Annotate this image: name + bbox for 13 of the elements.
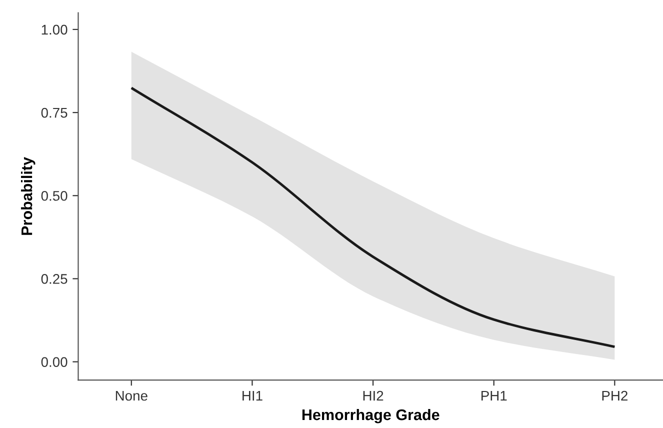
x-tick-label: PH1 bbox=[481, 390, 507, 401]
y-tick-label: 0.25 bbox=[41, 274, 68, 284]
x-tick-label: HI2 bbox=[363, 390, 384, 401]
y-tick-label: 0.50 bbox=[41, 190, 68, 201]
line-series bbox=[130, 86, 616, 348]
y-tick-label: 0.00 bbox=[41, 357, 68, 367]
x-axis-title: Hemorrhage Grade bbox=[302, 408, 440, 424]
y-tick-label: 0.75 bbox=[41, 108, 68, 118]
y-axis-title: Probability bbox=[20, 157, 36, 235]
x-tick-label: PH2 bbox=[602, 390, 628, 401]
y-tick-label: 1.00 bbox=[42, 24, 68, 35]
x-tick-label: None bbox=[116, 390, 148, 401]
x-tick-label: HI1 bbox=[242, 390, 262, 401]
